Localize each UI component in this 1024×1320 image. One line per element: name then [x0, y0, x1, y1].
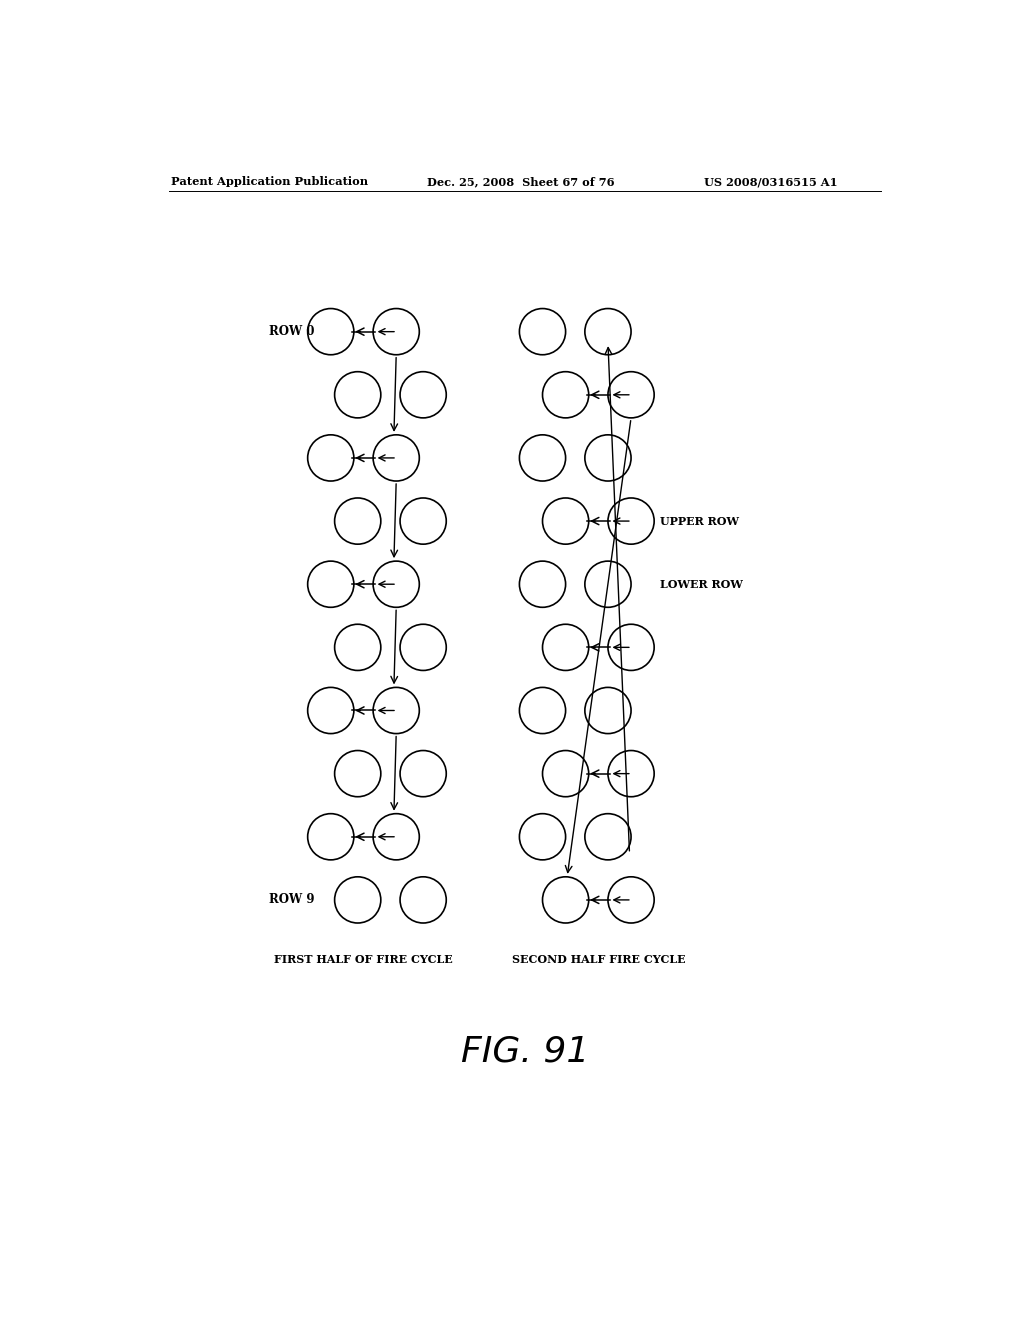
Text: US 2008/0316515 A1: US 2008/0316515 A1 [705, 176, 838, 187]
Text: FIG. 91: FIG. 91 [461, 1035, 589, 1069]
Text: Patent Application Publication: Patent Application Publication [171, 176, 368, 187]
Text: ROW 0: ROW 0 [269, 325, 314, 338]
Text: Dec. 25, 2008  Sheet 67 of 76: Dec. 25, 2008 Sheet 67 of 76 [427, 176, 614, 187]
Text: SECOND HALF FIRE CYCLE: SECOND HALF FIRE CYCLE [512, 954, 685, 965]
Text: UPPER ROW: UPPER ROW [660, 516, 739, 527]
Text: LOWER ROW: LOWER ROW [660, 578, 743, 590]
Text: FIRST HALF OF FIRE CYCLE: FIRST HALF OF FIRE CYCLE [274, 954, 453, 965]
Text: ROW 9: ROW 9 [269, 894, 314, 907]
